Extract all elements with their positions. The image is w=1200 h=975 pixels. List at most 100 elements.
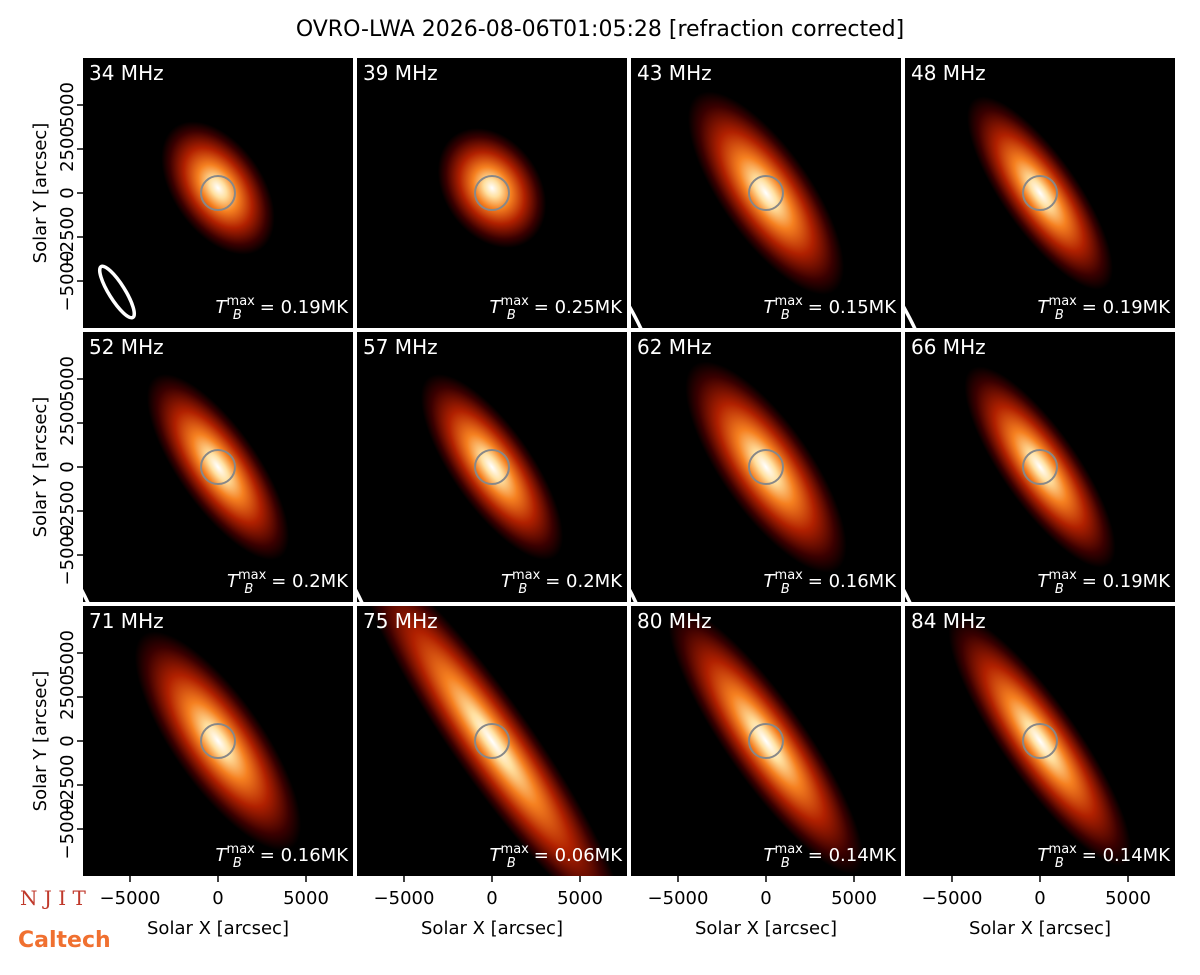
tb-value: = 0.14MK	[1082, 845, 1171, 866]
x-tick-label: 5000	[557, 888, 603, 909]
panel	[905, 606, 1175, 876]
y-tick-label: −2500	[57, 207, 78, 268]
tb-sup: max	[1049, 568, 1078, 583]
x-tick-label: −5000	[648, 888, 709, 909]
solar-disk	[748, 449, 784, 485]
y-tick-label: 5000	[57, 82, 78, 128]
tb-max-label: Tmax B = 0.06MK	[490, 842, 624, 871]
tb-sup: max	[227, 842, 256, 857]
frequency-label: 52 MHz	[89, 335, 164, 359]
tb-sub: B	[233, 856, 242, 871]
panel	[83, 332, 353, 602]
y-tick-label: 0	[57, 735, 78, 746]
solar-disk	[1022, 175, 1058, 211]
tb-value: = 0.2MK	[271, 571, 349, 592]
tb-value: = 0.25MK	[534, 297, 623, 318]
x-tick-label: 0	[212, 888, 223, 909]
panel	[83, 606, 353, 876]
panel	[631, 58, 901, 328]
tb-sub: B	[244, 582, 253, 597]
x-tick-label: 5000	[831, 888, 877, 909]
y-axis-label: Solar Y [arcsec]	[30, 397, 51, 538]
emission	[437, 128, 547, 248]
tb-symbol: T	[1038, 845, 1051, 866]
emission	[146, 374, 290, 560]
tb-sub: B	[507, 308, 516, 323]
tb-value: = 0.14MK	[808, 845, 897, 866]
y-axis-label: Solar Y [arcsec]	[30, 671, 51, 812]
x-axis-label: Solar X [arcsec]	[421, 918, 563, 939]
panel	[631, 332, 901, 602]
solar-disk	[474, 449, 510, 485]
tb-sup: max	[501, 842, 530, 857]
tb-symbol: T	[490, 297, 503, 318]
tb-sup: max	[775, 568, 804, 583]
solar-disk	[748, 175, 784, 211]
tb-sup: max	[775, 294, 804, 309]
solar-disk	[200, 449, 236, 485]
emission	[964, 366, 1116, 568]
tb-sub: B	[1055, 856, 1064, 871]
frequency-label: 57 MHz	[363, 335, 438, 359]
logo-caltech: Caltech	[18, 928, 111, 953]
tb-max-label: Tmax B = 0.14MK	[1038, 842, 1172, 871]
figure-title: OVRO-LWA 2026-08-06T01:05:28 [refraction…	[296, 17, 904, 42]
y-tick-label: −2500	[57, 755, 78, 816]
solar-disk	[1022, 449, 1058, 485]
frequency-label: 62 MHz	[637, 335, 712, 359]
y-tick-label: 2500	[57, 674, 78, 720]
emission	[420, 374, 564, 560]
frequency-label: 66 MHz	[911, 335, 986, 359]
x-tick-label: −5000	[100, 888, 161, 909]
tb-max-label: Tmax B = 0.2MK	[501, 568, 623, 597]
emission	[687, 91, 845, 295]
emission	[967, 96, 1113, 290]
frequency-label: 39 MHz	[363, 61, 438, 85]
frequency-label: 75 MHz	[363, 609, 438, 633]
tb-symbol: T	[1038, 297, 1051, 318]
y-tick-label: −2500	[57, 481, 78, 542]
tb-sub: B	[1055, 308, 1064, 323]
tb-sub: B	[781, 856, 790, 871]
tb-value: = 0.16MK	[260, 845, 349, 866]
tb-symbol: T	[1038, 571, 1051, 592]
x-tick-label: 0	[486, 888, 497, 909]
y-tick-label: −5000	[57, 525, 78, 586]
frequency-label: 48 MHz	[911, 61, 986, 85]
panel	[83, 58, 353, 328]
tb-max-label: Tmax B = 0.16MK	[216, 842, 350, 871]
y-tick-label: 5000	[57, 630, 78, 676]
solar-disk	[200, 723, 236, 759]
tb-symbol: T	[216, 297, 229, 318]
frequency-label: 43 MHz	[637, 61, 712, 85]
solar-disk	[474, 175, 510, 211]
tb-symbol: T	[764, 571, 777, 592]
y-tick-label: 2500	[57, 126, 78, 172]
tb-value: = 0.19MK	[1082, 297, 1171, 318]
tb-value: = 0.19MK	[260, 297, 349, 318]
tb-value: = 0.2MK	[545, 571, 623, 592]
tb-max-label: Tmax B = 0.16MK	[764, 568, 898, 597]
tb-sub: B	[781, 582, 790, 597]
panel	[905, 58, 1175, 328]
emission	[948, 616, 1132, 866]
emission	[668, 607, 864, 875]
tb-symbol: T	[501, 571, 514, 592]
tb-max-label: Tmax B = 0.2MK	[227, 568, 349, 597]
frequency-label: 80 MHz	[637, 609, 712, 633]
x-tick-label: −5000	[374, 888, 435, 909]
tb-max-label: Tmax B = 0.14MK	[764, 842, 898, 871]
solar-disk	[748, 723, 784, 759]
x-tick-label: 0	[1034, 888, 1045, 909]
tb-sup: max	[501, 294, 530, 309]
tb-sub: B	[233, 308, 242, 323]
tb-max-label: Tmax B = 0.19MK	[1038, 294, 1172, 323]
y-tick-label: −5000	[57, 251, 78, 312]
x-axis-label: Solar X [arcsec]	[147, 918, 289, 939]
y-axis-label: Solar Y [arcsec]	[30, 123, 51, 264]
tb-symbol: T	[216, 845, 229, 866]
panel	[357, 58, 627, 328]
tb-value: = 0.06MK	[534, 845, 623, 866]
solar-disk	[1022, 723, 1058, 759]
